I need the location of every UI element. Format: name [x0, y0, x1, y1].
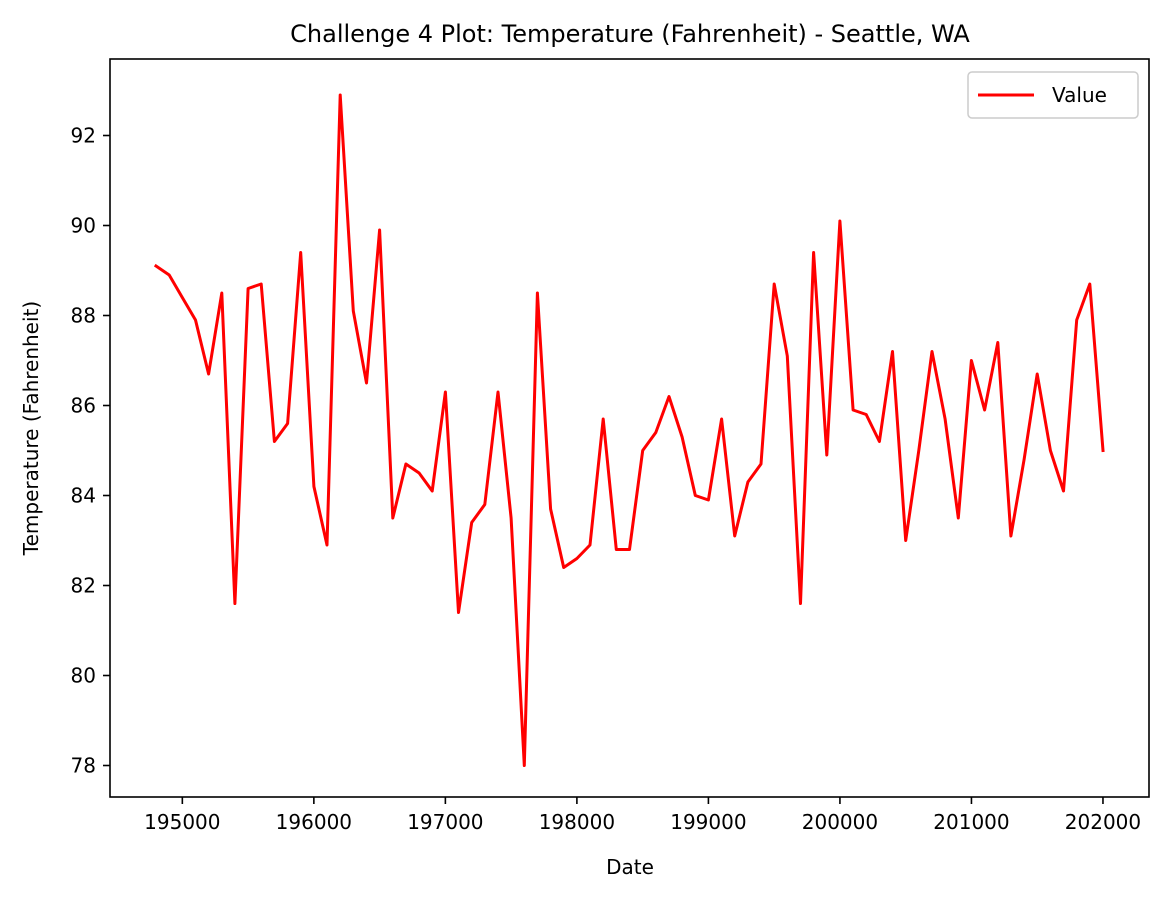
y-tick-label: 84 [71, 484, 96, 508]
series-layer [153, 93, 1105, 767]
y-tick-label: 88 [71, 304, 96, 328]
x-tick-label: 197000 [407, 810, 483, 834]
x-tick-label: 199000 [670, 810, 746, 834]
x-tick-label: 195000 [144, 810, 220, 834]
y-tick-label: 86 [71, 394, 96, 418]
y-tick-label: 82 [71, 574, 96, 598]
plot-area [109, 58, 1150, 798]
y-axis-label: Temperature (Fahrenheit) [19, 301, 43, 556]
x-axis-label: Date [606, 855, 654, 879]
y-tick-label: 78 [71, 754, 96, 778]
x-tick-label: 198000 [539, 810, 615, 834]
y-tick-label: 92 [71, 124, 96, 148]
x-tick-label: 196000 [276, 810, 352, 834]
x-axis: 195000 196000 197000 198000 199000 200000 2010… [144, 797, 1141, 834]
legend: Value [967, 71, 1139, 119]
y-tick-label: 80 [71, 664, 96, 688]
legend-label-value: Value [1052, 83, 1107, 107]
series-line-value [153, 93, 1105, 767]
x-tick-label: 202000 [1065, 810, 1141, 834]
x-tick-label: 200000 [802, 810, 878, 834]
x-tick-label: 201000 [933, 810, 1009, 834]
y-tick-label: 90 [71, 214, 96, 238]
y-axis: 78 80 82 84 86 88 90 92 [71, 124, 110, 778]
chart-title: Challenge 4 Plot: Temperature (Fahrenhei… [290, 20, 970, 48]
legend-box [967, 71, 1139, 119]
